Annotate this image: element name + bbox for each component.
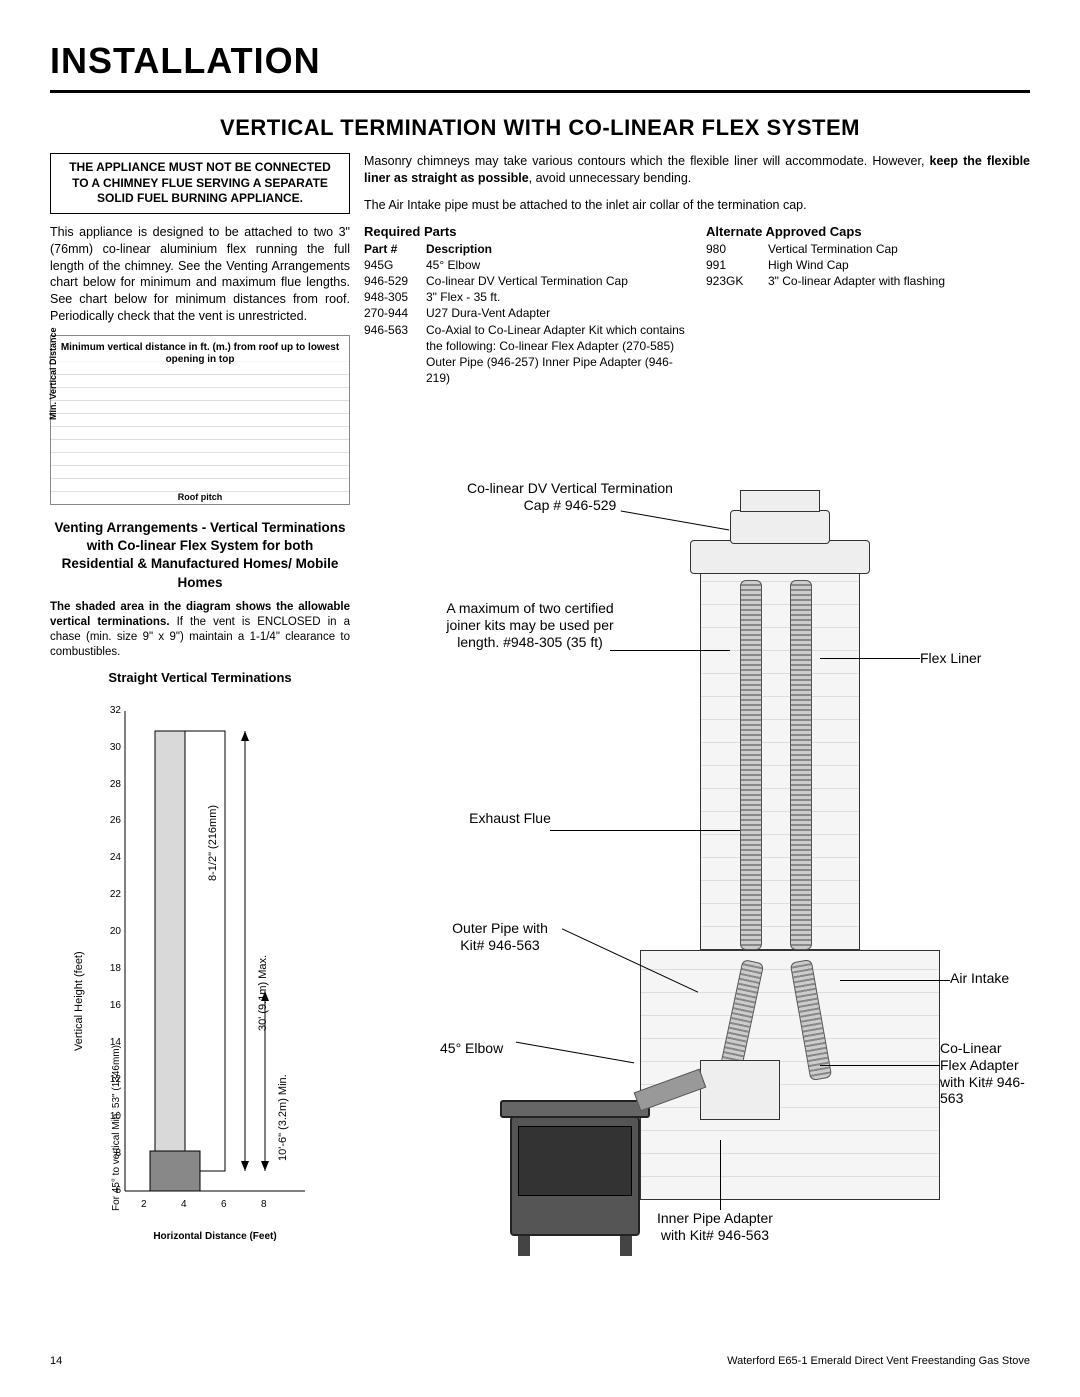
part-number: 946-563 xyxy=(364,322,426,387)
table-row: 923GK3" Co-linear Adapter with flashing xyxy=(706,273,1030,289)
cap-label: Co-linear DV Vertical Termination Cap # … xyxy=(460,480,680,514)
outer-pipe-label: Outer Pipe with Kit# 946-563 xyxy=(440,920,560,954)
y-axis-label: Vertical Height (feet) xyxy=(73,951,85,1051)
y-tick: 30 xyxy=(103,742,121,753)
table-row: 980Vertical Termination Cap xyxy=(706,241,1030,257)
straight-chart-svg: Horizontal Distance (Feet) xyxy=(55,691,345,1251)
straight-termination-heading: Straight Vertical Terminations xyxy=(50,670,350,685)
table-row: 991High Wind Cap xyxy=(706,257,1030,273)
part-description: 3" Flex - 35 ft. xyxy=(426,289,688,305)
part-description: Co-Axial to Co-Linear Adapter Kit which … xyxy=(426,322,688,387)
roof-chart-ylabel: Min. Vertical Distance xyxy=(48,327,58,420)
straight-termination-chart: Horizontal Distance (Feet) 6810121416182… xyxy=(55,691,345,1251)
y-tick: 32 xyxy=(103,705,121,716)
parts-columns: Required Parts Part #Description 945G45°… xyxy=(364,224,1030,387)
part-number: 945G xyxy=(364,257,426,273)
joiner-label: A maximum of two certified joiner kits m… xyxy=(440,600,620,650)
left-column: THE APPLIANCE MUST NOT BE CONNECTED TO A… xyxy=(50,153,350,1251)
page-heading: INSTALLATION xyxy=(50,40,1030,82)
air-intake-label: Air Intake xyxy=(950,970,1009,987)
installation-diagram: Co-linear DV Vertical Termination Cap # … xyxy=(440,480,1030,1280)
flex-liner-label: Flex Liner xyxy=(920,650,981,667)
part-description: U27 Dura-Vent Adapter xyxy=(426,305,688,321)
y-tick: 24 xyxy=(103,852,121,863)
x-axis-label: Horizontal Distance (Feet) xyxy=(153,1231,276,1242)
y-tick: 22 xyxy=(103,889,121,900)
warning-box: THE APPLIANCE MUST NOT BE CONNECTED TO A… xyxy=(50,153,350,214)
table-row: 945G45° Elbow xyxy=(364,257,688,273)
table-row: 946-563Co-Axial to Co-Linear Adapter Kit… xyxy=(364,322,688,387)
part-number: 270-944 xyxy=(364,305,426,321)
x-tick: 8 xyxy=(261,1199,267,1210)
roof-pitch-chart: Minimum vertical distance in ft. (m.) fr… xyxy=(50,335,350,505)
part-number: 991 xyxy=(706,257,768,273)
air-intake-paragraph: The Air Intake pipe must be attached to … xyxy=(364,197,1030,214)
table-row: 946-529Co-linear DV Vertical Termination… xyxy=(364,273,688,289)
masonry-paragraph: Masonry chimneys may take various contou… xyxy=(364,153,1030,187)
part-description: Co-linear DV Vertical Termination Cap xyxy=(426,273,688,289)
alternate-caps-heading: Alternate Approved Caps xyxy=(706,224,1030,239)
roof-chart-xlabel: Roof pitch xyxy=(51,492,349,502)
page-footer: 14 Waterford E65-1 Emerald Direct Vent F… xyxy=(50,1355,1030,1367)
part-number: 923GK xyxy=(706,273,768,289)
max-annotation: 30' (9.1m) Max. xyxy=(257,955,269,1031)
part-number: 980 xyxy=(706,241,768,257)
y-tick: 20 xyxy=(103,926,121,937)
y-tick: 26 xyxy=(103,815,121,826)
seg-annotation: 8-1/2" (216mm) xyxy=(207,805,219,881)
min-annotation: 10'-6" (3.2m) Min. xyxy=(277,1074,289,1161)
required-parts-heading: Required Parts xyxy=(364,224,688,239)
parts-header-pn: Part # xyxy=(364,241,426,257)
x-tick: 4 xyxy=(181,1199,187,1210)
table-row: 948-3053" Flex - 35 ft. xyxy=(364,289,688,305)
shaded-note: The shaded area in the diagram shows the… xyxy=(50,600,350,660)
adapter-label: Co-Linear Flex Adapter with Kit# 946-563 xyxy=(940,1040,1030,1107)
y-tick: 28 xyxy=(103,779,121,790)
x-tick: 6 xyxy=(221,1199,227,1210)
parts-header-desc: Description xyxy=(426,241,688,257)
alternate-caps-col: Alternate Approved Caps 980Vertical Term… xyxy=(706,224,1030,387)
part-description: High Wind Cap xyxy=(768,257,1030,273)
required-parts-table: Part #Description 945G45° Elbow946-529Co… xyxy=(364,241,688,387)
for45-annotation: For 45° to vertical Min. 53" (1346mm) xyxy=(111,1045,122,1211)
part-number: 948-305 xyxy=(364,289,426,305)
footer-doc-title: Waterford E65-1 Emerald Direct Vent Free… xyxy=(727,1355,1030,1367)
table-row: 270-944U27 Dura-Vent Adapter xyxy=(364,305,688,321)
part-description: 45° Elbow xyxy=(426,257,688,273)
heading-rule xyxy=(50,90,1030,93)
part-description: 3" Co-linear Adapter with flashing xyxy=(768,273,1030,289)
elbow-label: 45° Elbow xyxy=(440,1040,503,1057)
x-tick: 2 xyxy=(141,1199,147,1210)
roof-chart-title: Minimum vertical distance in ft. (m.) fr… xyxy=(51,340,349,367)
left-paragraph: This appliance is designed to be attache… xyxy=(50,224,350,325)
required-parts-col: Required Parts Part #Description 945G45°… xyxy=(364,224,688,387)
footer-page-number: 14 xyxy=(50,1355,62,1367)
venting-heading: Venting Arrangements - Vertical Terminat… xyxy=(50,519,350,592)
inner-pipe-label: Inner Pipe Adapter with Kit# 946-563 xyxy=(650,1210,780,1244)
y-tick: 16 xyxy=(103,1000,121,1011)
exhaust-label: Exhaust Flue xyxy=(460,810,560,827)
alternate-caps-table: 980Vertical Termination Cap991High Wind … xyxy=(706,241,1030,290)
masonry-text-2: , avoid unnecessary bending. xyxy=(529,171,692,185)
section-title: VERTICAL TERMINATION WITH CO-LINEAR FLEX… xyxy=(50,115,1030,141)
y-tick: 18 xyxy=(103,963,121,974)
part-number: 946-529 xyxy=(364,273,426,289)
masonry-text-1: Masonry chimneys may take various contou… xyxy=(364,154,930,168)
part-description: Vertical Termination Cap xyxy=(768,241,1030,257)
